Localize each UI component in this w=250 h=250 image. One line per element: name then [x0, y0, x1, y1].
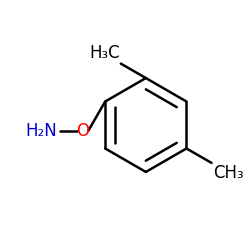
Text: O: O [76, 122, 89, 140]
Text: H₂N: H₂N [25, 122, 57, 140]
Text: CH₃: CH₃ [213, 164, 243, 182]
Text: H₃C: H₃C [89, 44, 120, 62]
